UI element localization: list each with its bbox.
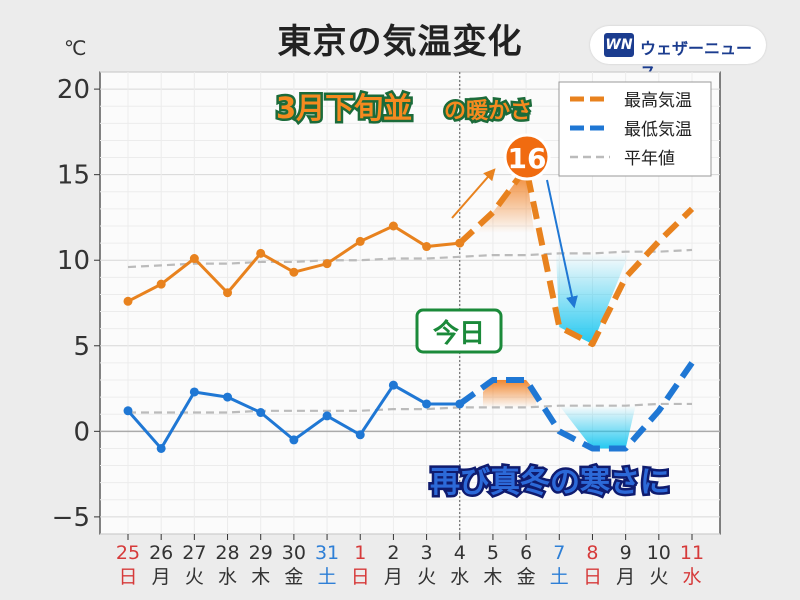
normal-high-line (127, 248, 693, 269)
legend-label-normal: 平年値 (624, 149, 675, 169)
x-tick-weekday: 日 (583, 566, 602, 588)
x-tick-date: 31 (315, 542, 339, 564)
x-tick-date: 25 (116, 542, 140, 564)
highlight-fills (476, 167, 636, 449)
min-point (223, 392, 233, 402)
min-point (355, 430, 365, 440)
peak-badge-value: 16 (508, 142, 547, 175)
max-point (123, 296, 133, 306)
min-point (422, 399, 432, 409)
cold-arrow (546, 179, 578, 309)
x-tick-weekday: 水 (218, 566, 237, 588)
x-tick-date: 2 (387, 542, 399, 564)
normal-lines (127, 248, 693, 414)
y-tick-label: 5 (73, 332, 90, 362)
warm-arrow (451, 168, 496, 219)
logo-mark: WN (604, 33, 634, 57)
max-point (355, 236, 365, 246)
series-lines (123, 164, 695, 453)
min-point (123, 406, 133, 416)
min-point (156, 443, 166, 453)
x-tick-date: 30 (282, 542, 306, 564)
y-tick-label: 15 (57, 161, 90, 191)
y-tick-label: 20 (57, 75, 90, 105)
x-tick-date: 27 (182, 542, 206, 564)
min-forecast-line (458, 361, 695, 452)
x-tick-date: 8 (586, 542, 598, 564)
x-axis-ticks: 25日26月27火28水29木30金31土1日2月3火4水5木6金7土8日9月1… (116, 534, 704, 588)
weathernews-logo: WN ウェザーニュース (590, 26, 766, 82)
min-point (289, 435, 299, 445)
min-point (256, 408, 266, 418)
min-warm-glow (482, 380, 537, 408)
max-point (322, 259, 332, 269)
max-point (256, 248, 266, 258)
x-tick-weekday: 金 (284, 566, 303, 588)
x-tick-weekday: 火 (649, 566, 668, 588)
x-tick-weekday: 水 (682, 566, 701, 588)
y-tick-label: 0 (73, 417, 90, 447)
cold-annotation: 再び真冬の寒さに (430, 465, 670, 500)
y-tick-label: 10 (57, 246, 90, 276)
cold-dip-glow (555, 253, 629, 345)
max-point (455, 238, 465, 248)
x-tick-date: 6 (520, 542, 532, 564)
peak-badge (503, 133, 551, 181)
x-tick-date: 7 (553, 542, 565, 564)
chart-title: 東京の気温変化 (277, 22, 523, 62)
max-point (422, 242, 432, 252)
y-tick-label: −5 (52, 503, 90, 533)
x-tick-weekday: 日 (351, 566, 370, 588)
x-tick-date: 9 (620, 542, 632, 564)
x-tick-weekday: 月 (152, 566, 171, 588)
x-tick-weekday: 月 (384, 566, 403, 588)
x-tick-date: 29 (249, 542, 273, 564)
x-tick-weekday: 火 (185, 566, 204, 588)
x-tick-weekday: 日 (118, 566, 137, 588)
x-tick-weekday: 金 (517, 566, 536, 588)
x-tick-weekday: 火 (417, 566, 436, 588)
x-tick-date: 5 (487, 542, 499, 564)
warm-annotation-sub: の暖かさ (444, 99, 532, 124)
x-tick-weekday: 月 (616, 566, 635, 588)
min-point (388, 380, 398, 390)
y-axis-ticks: −5 0 5 10 15 20 (52, 75, 100, 533)
x-tick-date: 28 (215, 542, 239, 564)
x-tick-date: 4 (454, 542, 466, 564)
x-tick-date: 1 (354, 542, 366, 564)
today-badge (415, 308, 503, 354)
min-point (455, 399, 465, 409)
max-point (156, 279, 166, 289)
legend: 最高気温 最低気温 平年値 (558, 81, 712, 177)
normal-low-line (128, 402, 692, 414)
max-forecast-line (457, 164, 695, 348)
max-point (289, 267, 299, 277)
legend-label-min: 最低気温 (624, 120, 692, 140)
min-cold-glow (559, 405, 636, 449)
min-point (322, 411, 332, 421)
max-point (223, 288, 233, 298)
x-tick-weekday: 木 (251, 566, 270, 588)
x-tick-date: 26 (149, 542, 173, 564)
x-tick-weekday: 水 (450, 566, 469, 588)
x-tick-weekday: 木 (483, 566, 502, 588)
x-tick-date: 10 (647, 542, 671, 564)
warm-annotation-main: 3月下旬並 (276, 91, 412, 125)
today-badge-label: 今日 (433, 318, 485, 349)
legend-label-max: 最高気温 (624, 91, 692, 111)
x-tick-weekday: 土 (318, 566, 337, 588)
y-axis-unit: ℃ (64, 36, 87, 60)
x-tick-weekday: 土 (550, 566, 569, 588)
x-tick-date: 3 (421, 542, 433, 564)
x-tick-date: 11 (680, 542, 704, 564)
min-point (189, 387, 199, 397)
max-point (189, 254, 199, 264)
max-point (388, 221, 398, 231)
